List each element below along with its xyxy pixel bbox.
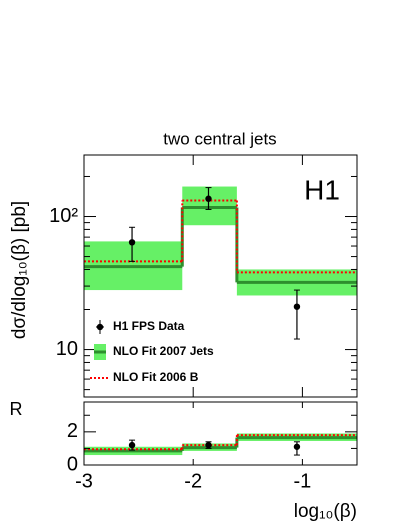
x-tick-label: -3	[75, 470, 93, 492]
y-tick-label: 0	[67, 453, 78, 475]
legend-label: H1 FPS Data	[113, 319, 185, 333]
band	[182, 186, 237, 226]
data-point	[293, 303, 301, 310]
y-axis-label: dσ/dlog₁₀(β) [pb]	[9, 201, 30, 339]
x-axis-label: log₁₀(β)	[294, 501, 357, 522]
x-tick-label: -1	[294, 470, 312, 492]
y-tick-label: 10	[56, 338, 78, 360]
legend-marker	[96, 323, 104, 331]
y-tick-label: 10²	[49, 205, 78, 227]
y-tick-label: 2	[67, 420, 78, 442]
x-tick-label: -2	[184, 470, 202, 492]
data-point	[128, 441, 136, 449]
legend-label: NLO Fit 2007 Jets	[113, 344, 214, 358]
data-point	[205, 441, 212, 449]
legend-label: NLO Fit 2006 B	[113, 370, 199, 384]
data-point	[128, 239, 136, 246]
annotation: H1	[304, 174, 340, 205]
ratio-axis-label: R	[10, 399, 23, 419]
plot-frame	[83, 154, 358, 398]
plot-frame	[83, 401, 358, 466]
data-point	[293, 443, 301, 450]
data-point	[205, 195, 212, 202]
chart-title: two central jets	[163, 129, 276, 148]
